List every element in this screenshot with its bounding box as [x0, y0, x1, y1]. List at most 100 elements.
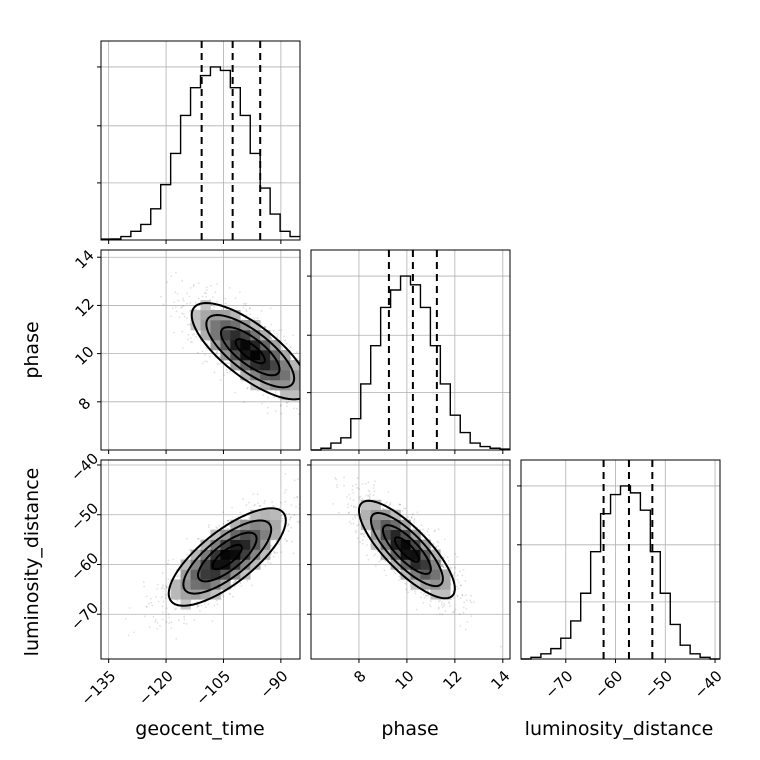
scatter-point: [264, 326, 266, 329]
scatter-point: [305, 372, 307, 374]
scatter-point: [302, 380, 304, 382]
scatter-point: [358, 496, 360, 499]
density-cell: [190, 549, 201, 560]
scatter-point: [256, 493, 259, 496]
scatter-point: [164, 597, 167, 599]
scatter-point: [295, 505, 297, 508]
density-cell: [260, 529, 271, 540]
scatter-point: [226, 362, 229, 364]
scatter-point: [448, 602, 451, 605]
scatter-point: [373, 490, 376, 493]
scatter-point: [367, 558, 370, 561]
scatter-point: [162, 303, 165, 306]
scatter-point: [205, 286, 208, 289]
scatter-point: [345, 496, 348, 498]
scatter-point: [226, 527, 229, 530]
scatter-point: [191, 341, 194, 344]
scatter-point: [330, 402, 332, 404]
scatter-point: [186, 537, 188, 540]
density-cell: [410, 569, 421, 580]
scatter-point: [410, 516, 413, 518]
contour-level-0: [393, 536, 420, 563]
scatter-point: [188, 324, 191, 326]
density-cell: [260, 330, 271, 341]
density-cell: [180, 579, 191, 590]
contour-level-2: [182, 519, 273, 595]
density-cell: [170, 589, 181, 600]
scatter-point: [301, 497, 303, 499]
scatter-point: [435, 545, 438, 548]
density-cell: [270, 529, 281, 540]
scatter-point: [334, 477, 337, 479]
density-cell: [290, 360, 300, 371]
scatter-point: [245, 308, 248, 311]
scatter-point: [448, 560, 450, 562]
scatter-point: [441, 564, 444, 566]
scatter-point: [151, 604, 154, 607]
density-cell: [210, 539, 221, 550]
scatter-point: [176, 575, 179, 578]
scatter-point: [279, 404, 282, 407]
scatter-point: [429, 605, 432, 608]
scatter-point: [307, 498, 309, 500]
density-cell: [240, 559, 251, 570]
scatter-point: [207, 603, 210, 606]
scatter-point: [449, 605, 452, 607]
scatter-point: [234, 297, 237, 300]
scatter-point: [197, 605, 199, 607]
density-cell: [270, 380, 281, 391]
scatter-point: [274, 391, 277, 394]
scatter-point: [281, 519, 283, 522]
scatter-point: [304, 409, 306, 411]
density-cell: [280, 370, 291, 381]
scatter-point: [307, 380, 309, 382]
quantile-lines: [200, 41, 654, 659]
scatter-point: [225, 308, 228, 311]
histogram-geocent_time: [101, 66, 300, 240]
scatter-point: [270, 553, 272, 556]
xtick-label-geocent_time: −90: [257, 667, 292, 702]
scatter-point: [186, 317, 189, 320]
scatter-point: [359, 541, 361, 543]
scatter-point: [381, 507, 384, 510]
density-cell: [240, 340, 251, 351]
density-cell: [370, 499, 381, 511]
scatter-point: [404, 583, 407, 585]
density-cell: [200, 310, 211, 321]
scatter-point: [257, 502, 259, 504]
scatter-point: [352, 522, 355, 525]
density-cell: [380, 549, 391, 560]
scatter-point: [449, 566, 451, 569]
scatter-point: [399, 503, 401, 506]
scatter-point: [394, 572, 397, 575]
scatter-point: [260, 310, 263, 312]
scatter-point: [442, 566, 445, 569]
scatter-point: [228, 593, 231, 596]
scatter-point: [280, 514, 283, 517]
contour-level-0: [234, 338, 266, 365]
density-cell: [380, 529, 391, 540]
scatter-point: [457, 587, 460, 590]
xtick-label-geocent_time: −120: [135, 667, 177, 709]
scatter-point: [180, 307, 182, 309]
scatter-point: [302, 392, 304, 394]
scatter-point: [258, 505, 261, 508]
scatter-point: [242, 380, 244, 382]
scatter-point: [156, 583, 159, 586]
scatter-point: [306, 512, 308, 514]
scatter-point: [404, 507, 407, 510]
scatter-point: [347, 503, 350, 505]
scatter-point: [276, 551, 279, 554]
scatter-point: [274, 552, 277, 555]
scatter-point: [290, 540, 293, 543]
contours: [167, 302, 456, 607]
contours-geocent_time-luminosity_distance: [167, 507, 287, 607]
scatter-point: [181, 279, 184, 282]
scatter-point: [182, 297, 185, 300]
scatter-point: [287, 400, 290, 403]
scatter-point: [270, 338, 273, 341]
scatter-point: [456, 579, 459, 581]
scatter-point: [187, 323, 189, 326]
scatter-point: [213, 371, 216, 374]
scatter-point: [288, 518, 291, 521]
